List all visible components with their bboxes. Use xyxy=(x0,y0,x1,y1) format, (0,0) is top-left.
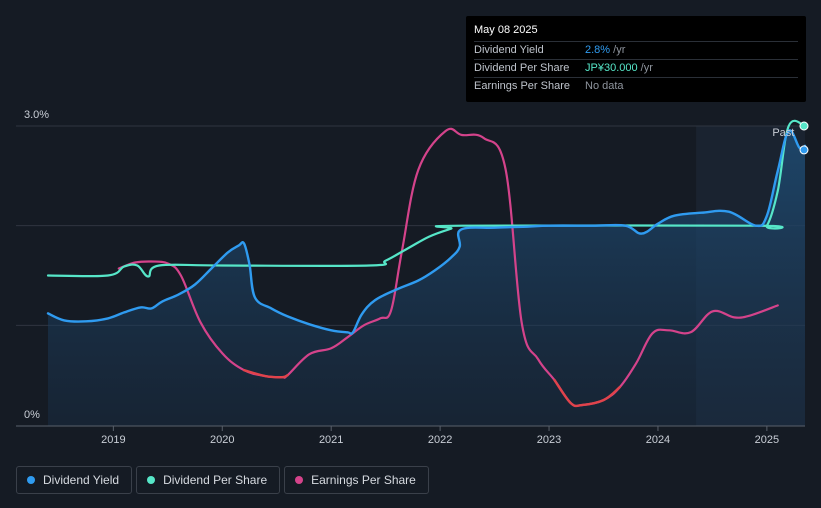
tooltip-value: No data xyxy=(585,80,624,92)
earnings-per-share-low-segment xyxy=(242,369,289,379)
legend-dividend-per-share[interactable]: Dividend Per Share xyxy=(136,466,281,494)
tooltip-label: Earnings Per Share xyxy=(474,80,570,92)
y-axis-bottom-label: 0% xyxy=(24,409,40,421)
tooltip-label: Dividend Yield xyxy=(474,44,544,56)
dot-icon xyxy=(27,476,35,484)
tooltip-label: Dividend Per Share xyxy=(474,62,570,74)
dividend-per-share-end-marker xyxy=(799,121,809,131)
x-tick-label: 2021 xyxy=(319,434,343,446)
x-tick-label: 2019 xyxy=(101,434,125,446)
x-axis-ticks: 2019 2020 2021 2022 2023 2024 2025 xyxy=(101,426,779,446)
past-label: Past xyxy=(772,127,794,139)
x-tick-label: 2023 xyxy=(537,434,561,446)
legend-dividend-yield[interactable]: Dividend Yield xyxy=(16,466,133,494)
legend-earnings-per-share[interactable]: Earnings Per Share xyxy=(284,466,429,494)
y-axis-top-label: 3.0% xyxy=(24,109,49,121)
dividend-per-share-line xyxy=(46,119,807,278)
tooltip-value: JP¥30.000 /yr xyxy=(585,62,653,74)
x-tick-label: 2022 xyxy=(428,434,452,446)
tooltip-row-dividend-per-share: Dividend Per Share JP¥30.000 /yr xyxy=(474,59,798,77)
dot-icon xyxy=(295,476,304,484)
legend: Dividend Yield Dividend Per Share Earnin… xyxy=(16,466,429,494)
legend-label: Dividend Per Share xyxy=(163,473,268,487)
dot-icon xyxy=(147,476,156,484)
legend-label: Earnings Per Share xyxy=(311,473,416,487)
dividend-yield-line xyxy=(46,129,807,335)
dividend-yield-area xyxy=(48,130,805,427)
earnings-per-share-line xyxy=(117,127,779,408)
x-tick-label: 2024 xyxy=(646,434,670,446)
legend-label: Dividend Yield xyxy=(43,473,120,487)
tooltip-value: 2.8% /yr xyxy=(585,44,626,56)
dividend-yield-end-marker xyxy=(799,145,809,155)
tooltip-row-dividend-yield: Dividend Yield 2.8% /yr xyxy=(474,41,798,59)
tooltip-date: May 08 2025 xyxy=(474,24,538,36)
end-markers xyxy=(799,121,809,155)
series-lines xyxy=(46,119,807,408)
earnings-per-share-negative-segment xyxy=(553,378,621,408)
tooltip-row-earnings-per-share: Earnings Per Share No data xyxy=(474,77,798,95)
x-tick-label: 2025 xyxy=(755,434,779,446)
tooltip: May 08 2025 Dividend Yield 2.8% /yr Divi… xyxy=(466,16,806,102)
x-tick-label: 2020 xyxy=(210,434,234,446)
